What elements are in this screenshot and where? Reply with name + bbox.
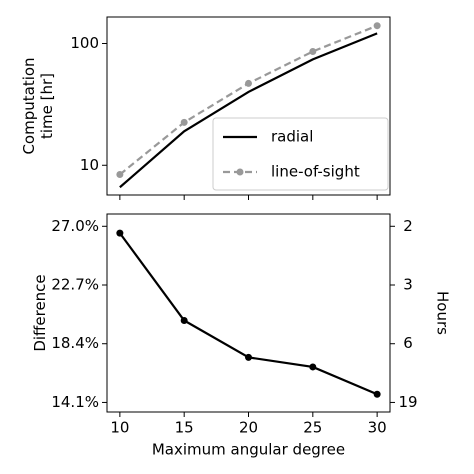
- y-axis-label-line: time [hr]: [38, 73, 56, 139]
- point: [245, 353, 252, 361]
- y-axis-label: Difference: [31, 274, 49, 351]
- y2-tick-label: 6: [403, 334, 413, 352]
- y-axis-label: Computationtime [hr]: [20, 57, 56, 154]
- y-tick-label: 18.4%: [51, 334, 99, 352]
- series-line: [119, 32, 378, 189]
- y-axis-label-line: Difference: [31, 274, 49, 351]
- x-tick-label: 15: [175, 419, 194, 437]
- x-tick-label: 10: [110, 419, 129, 437]
- y-tick-label: 14.1%: [51, 393, 99, 411]
- y-tick-label: 27.0%: [51, 217, 99, 235]
- y2-axis-label: Hours: [434, 291, 452, 335]
- x-tick-label: 25: [303, 419, 322, 437]
- y2-tick-label: 2: [403, 217, 413, 235]
- y-tick-label: 22.7%: [51, 276, 99, 294]
- x-axis-label: Maximum angular degree: [152, 441, 345, 459]
- legend-label: radial: [271, 128, 313, 146]
- point: [116, 229, 124, 237]
- y-axis-label-line: Computation: [20, 57, 38, 154]
- point: [309, 363, 317, 371]
- point: [373, 390, 381, 398]
- y2-tick-label: 3: [403, 276, 413, 294]
- point: [373, 22, 381, 30]
- legend-label: line-of-sight: [271, 163, 360, 181]
- y2-tick-label: 19: [398, 393, 417, 411]
- point: [180, 317, 188, 325]
- x-tick-label: 30: [368, 419, 387, 437]
- point: [116, 170, 124, 178]
- series-line: [118, 232, 378, 396]
- x-tick-label: 20: [239, 419, 258, 437]
- point: [245, 79, 252, 87]
- legend-marker: [236, 168, 244, 176]
- point: [309, 47, 317, 55]
- point: [180, 118, 188, 126]
- y-tick-label: 100: [70, 34, 99, 52]
- y-tick-label: 10: [80, 156, 99, 174]
